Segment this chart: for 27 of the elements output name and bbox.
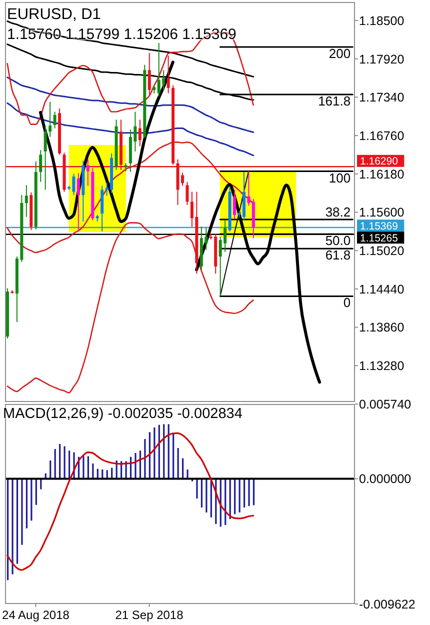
ref-line-label: 1.15369 <box>360 220 398 232</box>
x-tick-label: 24 Aug 2018 <box>2 608 70 622</box>
ref-line-label: 1.16290 <box>360 156 398 168</box>
series-label: 0 <box>343 295 351 310</box>
y-tick-label: 1.13860 <box>359 320 404 335</box>
series-label: 200 <box>328 46 351 61</box>
y-tick-label: -0.009622 <box>359 597 416 612</box>
ref-line-label: 1.15265 <box>360 232 398 244</box>
y-tick-label: 1.15020 <box>359 244 404 258</box>
chart-title: MACD(12,26,9) -0.002035 -0.002834 <box>3 406 242 423</box>
y-tick-label: 1.14440 <box>359 282 404 296</box>
y-tick-label: 1.16180 <box>359 167 404 182</box>
y-tick-label: 1.13280 <box>359 359 404 374</box>
chart-title: EURUSD, D1 <box>7 6 101 24</box>
series-label: 100 <box>328 170 351 186</box>
y-tick-label: 1.18500 <box>359 14 404 28</box>
y-tick-label: 1.16760 <box>359 128 404 143</box>
legend-label: 50.0 <box>325 233 351 248</box>
y-tick-label: 1.17340 <box>359 90 404 105</box>
x-tick-label: 21 Sep 2018 <box>115 608 184 622</box>
y-tick-label: 1.17920 <box>359 52 404 66</box>
y-tick-label: 0.005740 <box>359 397 412 412</box>
series-label: 161.8 <box>318 94 351 109</box>
series-label: 38.2 <box>325 204 351 220</box>
y-tick-label: 0.000000 <box>359 472 412 486</box>
series-label: 61.8 <box>325 248 351 263</box>
y-tick-label: 1.15600 <box>359 206 404 220</box>
